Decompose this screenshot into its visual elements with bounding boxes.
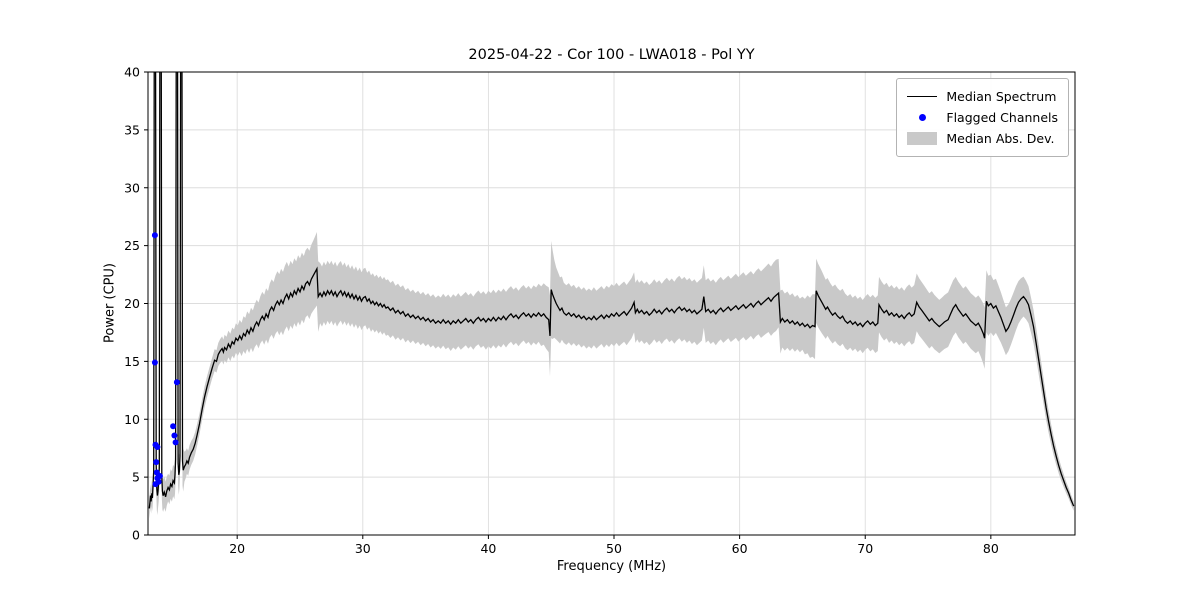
x-axis-label: Frequency (MHz) [556, 559, 667, 574]
legend-item-label: Median Abs. Dev. [946, 131, 1055, 146]
x-tick-label: 60 [732, 541, 748, 556]
x-tick-label: 70 [857, 541, 873, 556]
legend: Median Spectrum Flagged Channels Median … [896, 78, 1069, 157]
legend-item-median-spectrum: Median Spectrum [906, 86, 1058, 107]
legend-sample [906, 132, 938, 145]
chart-title: 2025-04-22 - Cor 100 - LWA018 - Pol YY [468, 47, 755, 63]
legend-sample [906, 96, 938, 97]
y-axis-label: Power (CPU) [102, 262, 118, 344]
flagged-channel-dot [154, 444, 161, 450]
y-tick-label: 25 [124, 238, 140, 253]
flagged-channel-dot [151, 232, 158, 239]
median-spectrum-line [148, 72, 1075, 509]
legend-item-label: Median Spectrum [946, 89, 1057, 104]
legend-item-label: Flagged Channels [946, 110, 1058, 125]
flagged-channel-dot [170, 423, 177, 430]
flagged-channel-dot [153, 459, 160, 466]
legend-sample [906, 114, 938, 121]
flagged-channel-dot [173, 379, 180, 386]
flagged-channel-dot [171, 432, 178, 439]
y-tick-label: 35 [124, 122, 140, 137]
flagged-channel-dot [156, 473, 163, 479]
legend-item-mad: Median Abs. Dev. [906, 128, 1058, 149]
y-tick-label: 5 [132, 470, 140, 485]
x-tick-label: 20 [229, 541, 245, 556]
y-tick-label: 10 [124, 412, 140, 427]
legend-marker-sample [918, 114, 926, 121]
y-tick-label: 40 [124, 65, 140, 80]
y-tick-label: 0 [132, 528, 140, 543]
x-tick-label: 40 [480, 541, 496, 556]
x-tick-label: 80 [983, 541, 999, 556]
legend-patch-sample [907, 132, 938, 145]
flagged-channel-dot [151, 359, 158, 366]
legend-line-sample [907, 96, 938, 97]
x-tick-label: 30 [355, 541, 371, 556]
y-tick-label: 15 [124, 354, 140, 369]
y-tick-label: 20 [124, 296, 140, 311]
y-tick-label: 30 [124, 180, 140, 195]
legend-item-flagged-channels: Flagged Channels [906, 107, 1058, 128]
flagged-channel-dot [152, 481, 159, 488]
flagged-channel-dot [172, 439, 179, 446]
x-tick-label: 50 [606, 541, 622, 556]
mad-band [149, 72, 1074, 519]
